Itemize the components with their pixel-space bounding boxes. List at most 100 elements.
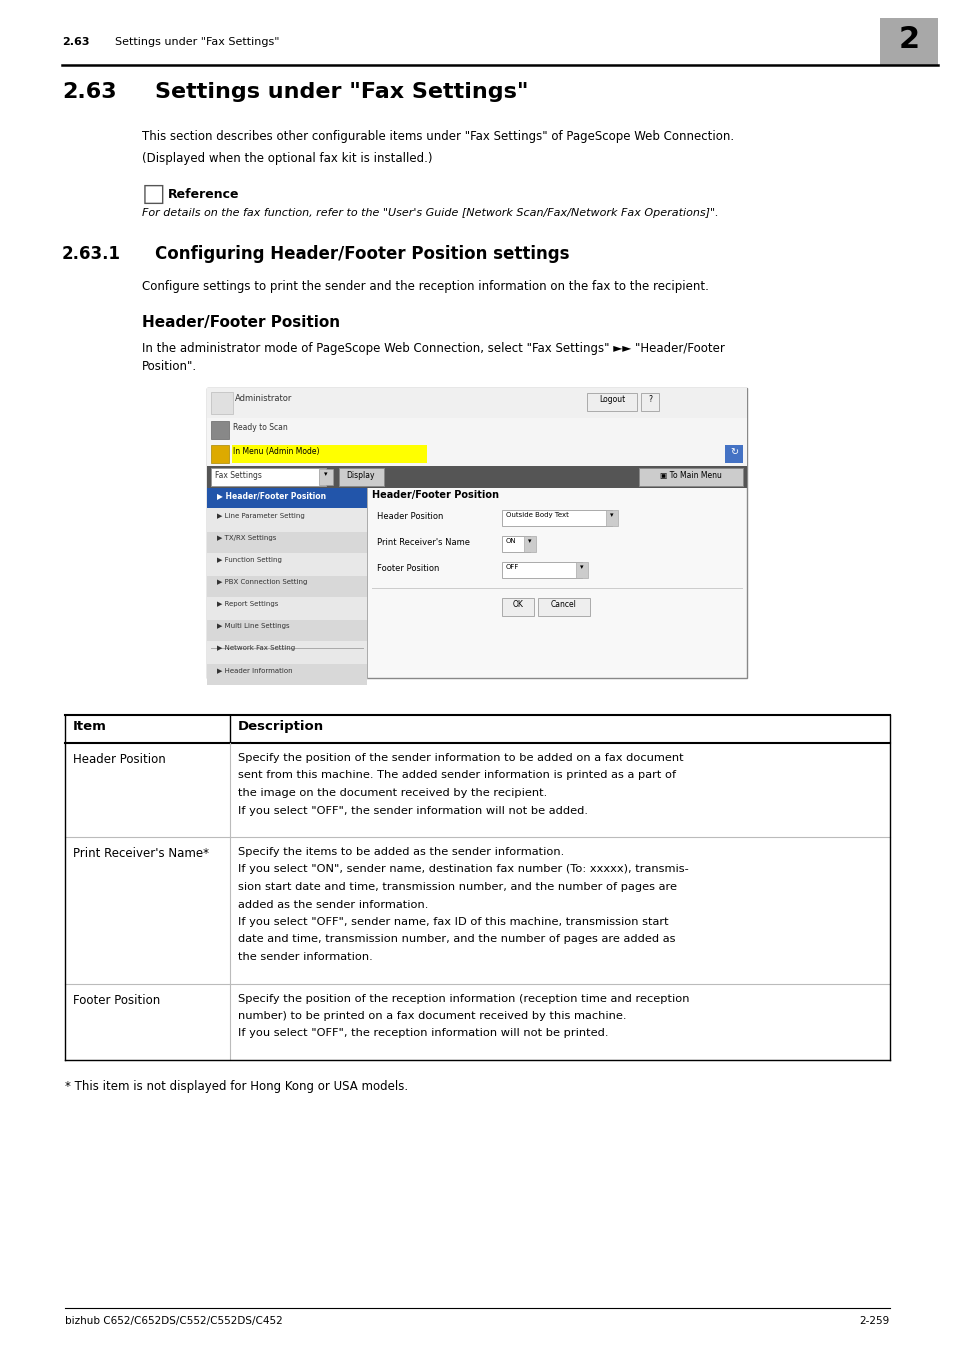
Bar <box>207 487 367 508</box>
Text: For details on the fax function, refer to the "User's Guide [Network Scan/Fax/Ne: For details on the fax function, refer t… <box>142 208 718 217</box>
Bar <box>207 387 746 678</box>
Bar <box>207 576 367 597</box>
Text: Reference: Reference <box>168 188 239 201</box>
Bar <box>207 510 367 531</box>
Text: Header Position: Header Position <box>376 512 443 521</box>
Text: 2-259: 2-259 <box>859 1316 889 1326</box>
Text: Header/Footer Position: Header/Footer Position <box>372 490 498 500</box>
Text: 2.63.1: 2.63.1 <box>62 244 121 263</box>
Text: Print Receiver's Name: Print Receiver's Name <box>376 539 470 547</box>
Text: ▶ Header/Footer Position: ▶ Header/Footer Position <box>216 491 326 500</box>
Text: ▶ Header Information: ▶ Header Information <box>216 667 293 674</box>
Bar <box>501 562 581 578</box>
Text: If you select "ON", sender name, destination fax number (To: xxxxx), transmis-: If you select "ON", sender name, destina… <box>237 864 688 875</box>
Text: Position".: Position". <box>142 360 197 373</box>
Text: ?: ? <box>647 396 651 404</box>
Bar <box>640 393 659 410</box>
Text: number) to be printed on a fax document received by this machine.: number) to be printed on a fax document … <box>237 1011 626 1021</box>
Text: OFF: OFF <box>505 564 518 570</box>
Text: Header/Footer Position: Header/Footer Position <box>142 315 340 329</box>
Text: bizhub C652/C652DS/C552/C552DS/C452: bizhub C652/C652DS/C552/C552DS/C452 <box>65 1316 282 1326</box>
Text: Administrator: Administrator <box>234 394 292 404</box>
Text: the image on the document received by the recipient.: the image on the document received by th… <box>237 788 547 798</box>
Text: ▶ Report Settings: ▶ Report Settings <box>216 601 278 608</box>
Bar <box>879 18 937 66</box>
Bar <box>338 468 384 486</box>
Text: In the administrator mode of PageScope Web Connection, select "Fax Settings" ►► : In the administrator mode of PageScope W… <box>142 342 724 355</box>
Text: ▶ TX/RX Settings: ▶ TX/RX Settings <box>216 535 276 541</box>
Text: Display: Display <box>346 471 375 481</box>
Text: ON: ON <box>505 539 517 544</box>
Text: ▾: ▾ <box>324 471 328 477</box>
Bar <box>211 446 229 463</box>
Text: ▣ To Main Menu: ▣ To Main Menu <box>659 471 721 481</box>
Bar <box>501 536 530 552</box>
Bar <box>207 487 367 678</box>
Text: added as the sender information.: added as the sender information. <box>237 899 428 910</box>
Text: * This item is not displayed for Hong Kong or USA models.: * This item is not displayed for Hong Ko… <box>65 1080 408 1094</box>
Text: ▶ Line Parameter Setting: ▶ Line Parameter Setting <box>216 513 304 518</box>
Text: Print Receiver's Name*: Print Receiver's Name* <box>73 846 209 860</box>
Text: Specify the position of the sender information to be added on a fax document: Specify the position of the sender infor… <box>237 753 683 763</box>
Text: Footer Position: Footer Position <box>73 994 160 1007</box>
Text: Specify the items to be added as the sender information.: Specify the items to be added as the sen… <box>237 846 563 857</box>
Text: the sender information.: the sender information. <box>237 952 373 963</box>
Text: Header Position: Header Position <box>73 753 166 765</box>
Bar <box>586 393 637 410</box>
Bar <box>207 620 367 641</box>
Bar <box>537 598 589 616</box>
Bar <box>501 510 612 526</box>
Text: ▶ Network Fax Setting: ▶ Network Fax Setting <box>216 645 294 651</box>
Text: □: □ <box>142 182 166 207</box>
Bar <box>207 664 367 684</box>
Bar <box>207 418 746 441</box>
Text: ▶ PBX Connection Setting: ▶ PBX Connection Setting <box>216 579 307 585</box>
Text: If you select "OFF", the reception information will not be printed.: If you select "OFF", the reception infor… <box>237 1029 608 1038</box>
Bar <box>207 532 367 553</box>
Bar <box>724 446 742 463</box>
Text: In Menu (Admin Mode): In Menu (Admin Mode) <box>233 447 319 456</box>
Text: sion start date and time, transmission number, and the number of pages are: sion start date and time, transmission n… <box>237 882 677 892</box>
Text: Settings under "Fax Settings": Settings under "Fax Settings" <box>115 36 279 47</box>
Text: ▾: ▾ <box>610 512 613 518</box>
Bar <box>232 446 427 463</box>
Text: 2.63: 2.63 <box>62 36 90 47</box>
Text: Outside Body Text: Outside Body Text <box>505 512 568 518</box>
Text: Ready to Scan: Ready to Scan <box>233 423 288 432</box>
Text: Logout: Logout <box>598 396 624 404</box>
Text: Fax Settings: Fax Settings <box>214 471 262 481</box>
Text: If you select "OFF", the sender information will not be added.: If you select "OFF", the sender informat… <box>237 806 587 815</box>
Text: Configure settings to print the sender and the reception information on the fax : Configure settings to print the sender a… <box>142 279 708 293</box>
Text: ▾: ▾ <box>579 564 583 570</box>
Text: Footer Position: Footer Position <box>376 564 439 572</box>
Text: Settings under "Fax Settings": Settings under "Fax Settings" <box>154 82 528 103</box>
Text: date and time, transmission number, and the number of pages are added as: date and time, transmission number, and … <box>237 934 675 945</box>
Bar <box>501 598 534 616</box>
Bar <box>211 392 233 414</box>
Bar <box>207 466 746 487</box>
Bar <box>576 562 587 578</box>
Bar <box>207 441 746 466</box>
Text: ▶ Multi Line Settings: ▶ Multi Line Settings <box>216 622 290 629</box>
Bar <box>211 421 229 439</box>
Text: sent from this machine. The added sender information is printed as a part of: sent from this machine. The added sender… <box>237 771 676 780</box>
Text: Item: Item <box>73 720 107 733</box>
Text: If you select "OFF", sender name, fax ID of this machine, transmission start: If you select "OFF", sender name, fax ID… <box>237 917 668 927</box>
Text: OK: OK <box>512 599 523 609</box>
Text: ↻: ↻ <box>729 447 738 458</box>
Text: Description: Description <box>237 720 324 733</box>
Bar <box>318 468 333 485</box>
Bar <box>207 554 367 575</box>
Text: ▶ Function Setting: ▶ Function Setting <box>216 558 281 563</box>
Bar <box>639 468 742 486</box>
Text: This section describes other configurable items under "Fax Settings" of PageScop: This section describes other configurabl… <box>142 130 734 143</box>
Text: (Displayed when the optional fax kit is installed.): (Displayed when the optional fax kit is … <box>142 153 432 165</box>
Text: 2.63: 2.63 <box>62 82 116 103</box>
Bar <box>207 387 746 418</box>
Bar <box>523 536 536 552</box>
Bar <box>211 468 326 486</box>
Bar <box>605 510 618 526</box>
Text: Configuring Header/Footer Position settings: Configuring Header/Footer Position setti… <box>154 244 569 263</box>
Bar <box>207 598 367 620</box>
Text: Cancel: Cancel <box>551 599 577 609</box>
